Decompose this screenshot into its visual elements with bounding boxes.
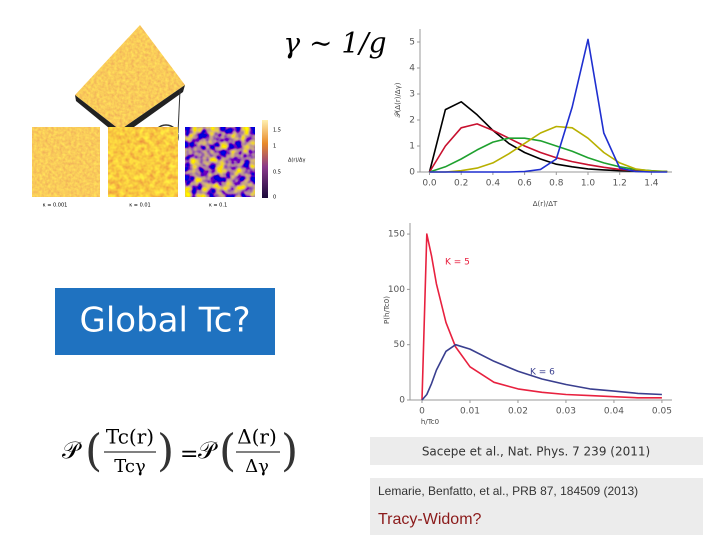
formula-p: 𝒫 bbox=[198, 437, 218, 465]
colorbar-tick: 0 bbox=[273, 195, 276, 201]
x-tick-label: 0.4 bbox=[486, 179, 501, 189]
citation-box bbox=[370, 437, 703, 465]
y-tick-label: 1 bbox=[409, 142, 415, 152]
y-tick-label: 3 bbox=[409, 90, 415, 100]
y-tick-label: 100 bbox=[388, 285, 405, 295]
map bbox=[108, 127, 178, 197]
y-tick-label: 150 bbox=[388, 230, 405, 240]
series-line bbox=[429, 137, 668, 173]
formula-num: Tc(r) bbox=[106, 425, 154, 449]
x-tick-label: 0.6 bbox=[517, 179, 532, 189]
citation-box bbox=[370, 478, 703, 535]
series-line bbox=[429, 125, 668, 173]
x-tick-label: 0.02 bbox=[508, 407, 528, 417]
x-tick-label: 0.01 bbox=[460, 407, 480, 417]
y-tick-label: 0 bbox=[399, 396, 405, 406]
map-label: κ = 0.001 bbox=[43, 203, 68, 209]
x-tick-label: 1.4 bbox=[644, 179, 659, 189]
colorbar-tick: 1 bbox=[273, 144, 276, 150]
series-line bbox=[429, 38, 668, 173]
question: Global Tc? bbox=[80, 301, 251, 341]
question-box bbox=[55, 288, 275, 355]
formula-eq: = bbox=[180, 442, 198, 467]
y-axis-label: P(h/Tc0) bbox=[383, 296, 391, 324]
series-line bbox=[421, 233, 662, 401]
x-tick-label: 1.2 bbox=[613, 179, 627, 189]
map-label: κ = 0.01 bbox=[129, 203, 150, 209]
colorbar bbox=[262, 120, 268, 198]
note: Tracy-Widom? bbox=[378, 511, 482, 528]
x-tick-label: 0.8 bbox=[549, 179, 564, 189]
citation: Sacepe et al., Nat. Phys. 7 239 (2011) bbox=[422, 445, 650, 459]
series-label: K = 6 bbox=[530, 368, 555, 378]
colorbar-label: Δ(r)/Δγ bbox=[288, 158, 305, 164]
x-tick-label: 0.05 bbox=[652, 407, 672, 417]
y-tick-label: 50 bbox=[394, 340, 406, 350]
surface-plot bbox=[75, 25, 185, 130]
zoom-line bbox=[177, 89, 181, 134]
x-tick-label: 0.03 bbox=[556, 407, 576, 417]
map bbox=[32, 127, 100, 197]
surface-base bbox=[75, 85, 185, 137]
colorbar-tick: 1.5 bbox=[273, 128, 281, 134]
y-tick-label: 2 bbox=[409, 116, 415, 126]
x-tick-label: 0.0 bbox=[422, 179, 437, 189]
y-tick-label: 4 bbox=[409, 64, 415, 74]
formula: 𝒫 ( Tc(r) Tcγ ) = 𝒫 ( Δ(r) Δγ ) bbox=[62, 425, 298, 478]
x-tick-label: 0.2 bbox=[454, 179, 468, 189]
title: γ ∼ 1/g bbox=[283, 27, 386, 60]
y-axis-label: 𝒫(Δ(r)/Δγ) bbox=[394, 82, 402, 117]
x-tick-label: 0 bbox=[419, 407, 425, 417]
x-tick-label: 1.0 bbox=[581, 179, 596, 189]
series-line bbox=[421, 343, 662, 401]
x-axis-label: Δ(r)/ΔT bbox=[533, 200, 558, 208]
formula-den: Tcγ bbox=[114, 456, 145, 477]
formula-num: Δ(r) bbox=[237, 425, 277, 449]
paren: ) bbox=[281, 426, 298, 477]
map bbox=[185, 127, 255, 197]
y-tick-label: 5 bbox=[409, 38, 415, 48]
paren: ( bbox=[85, 426, 102, 477]
x-tick-label: 0.04 bbox=[604, 407, 624, 417]
paren: ) bbox=[157, 426, 174, 477]
citation: Lemarie, Benfatto, et al., PRB 87, 18450… bbox=[378, 484, 638, 498]
series-line bbox=[428, 101, 668, 173]
series-label: K = 5 bbox=[445, 258, 470, 268]
colorbar-tick: 0.5 bbox=[273, 170, 281, 176]
formula-p: 𝒫 bbox=[62, 437, 82, 465]
paren: ( bbox=[219, 426, 236, 477]
map-label: κ = 0.1 bbox=[209, 203, 227, 209]
y-tick-label: 0 bbox=[409, 168, 415, 178]
formula-den: Δγ bbox=[245, 456, 269, 477]
x-axis-label: h/Tc0 bbox=[421, 418, 439, 426]
